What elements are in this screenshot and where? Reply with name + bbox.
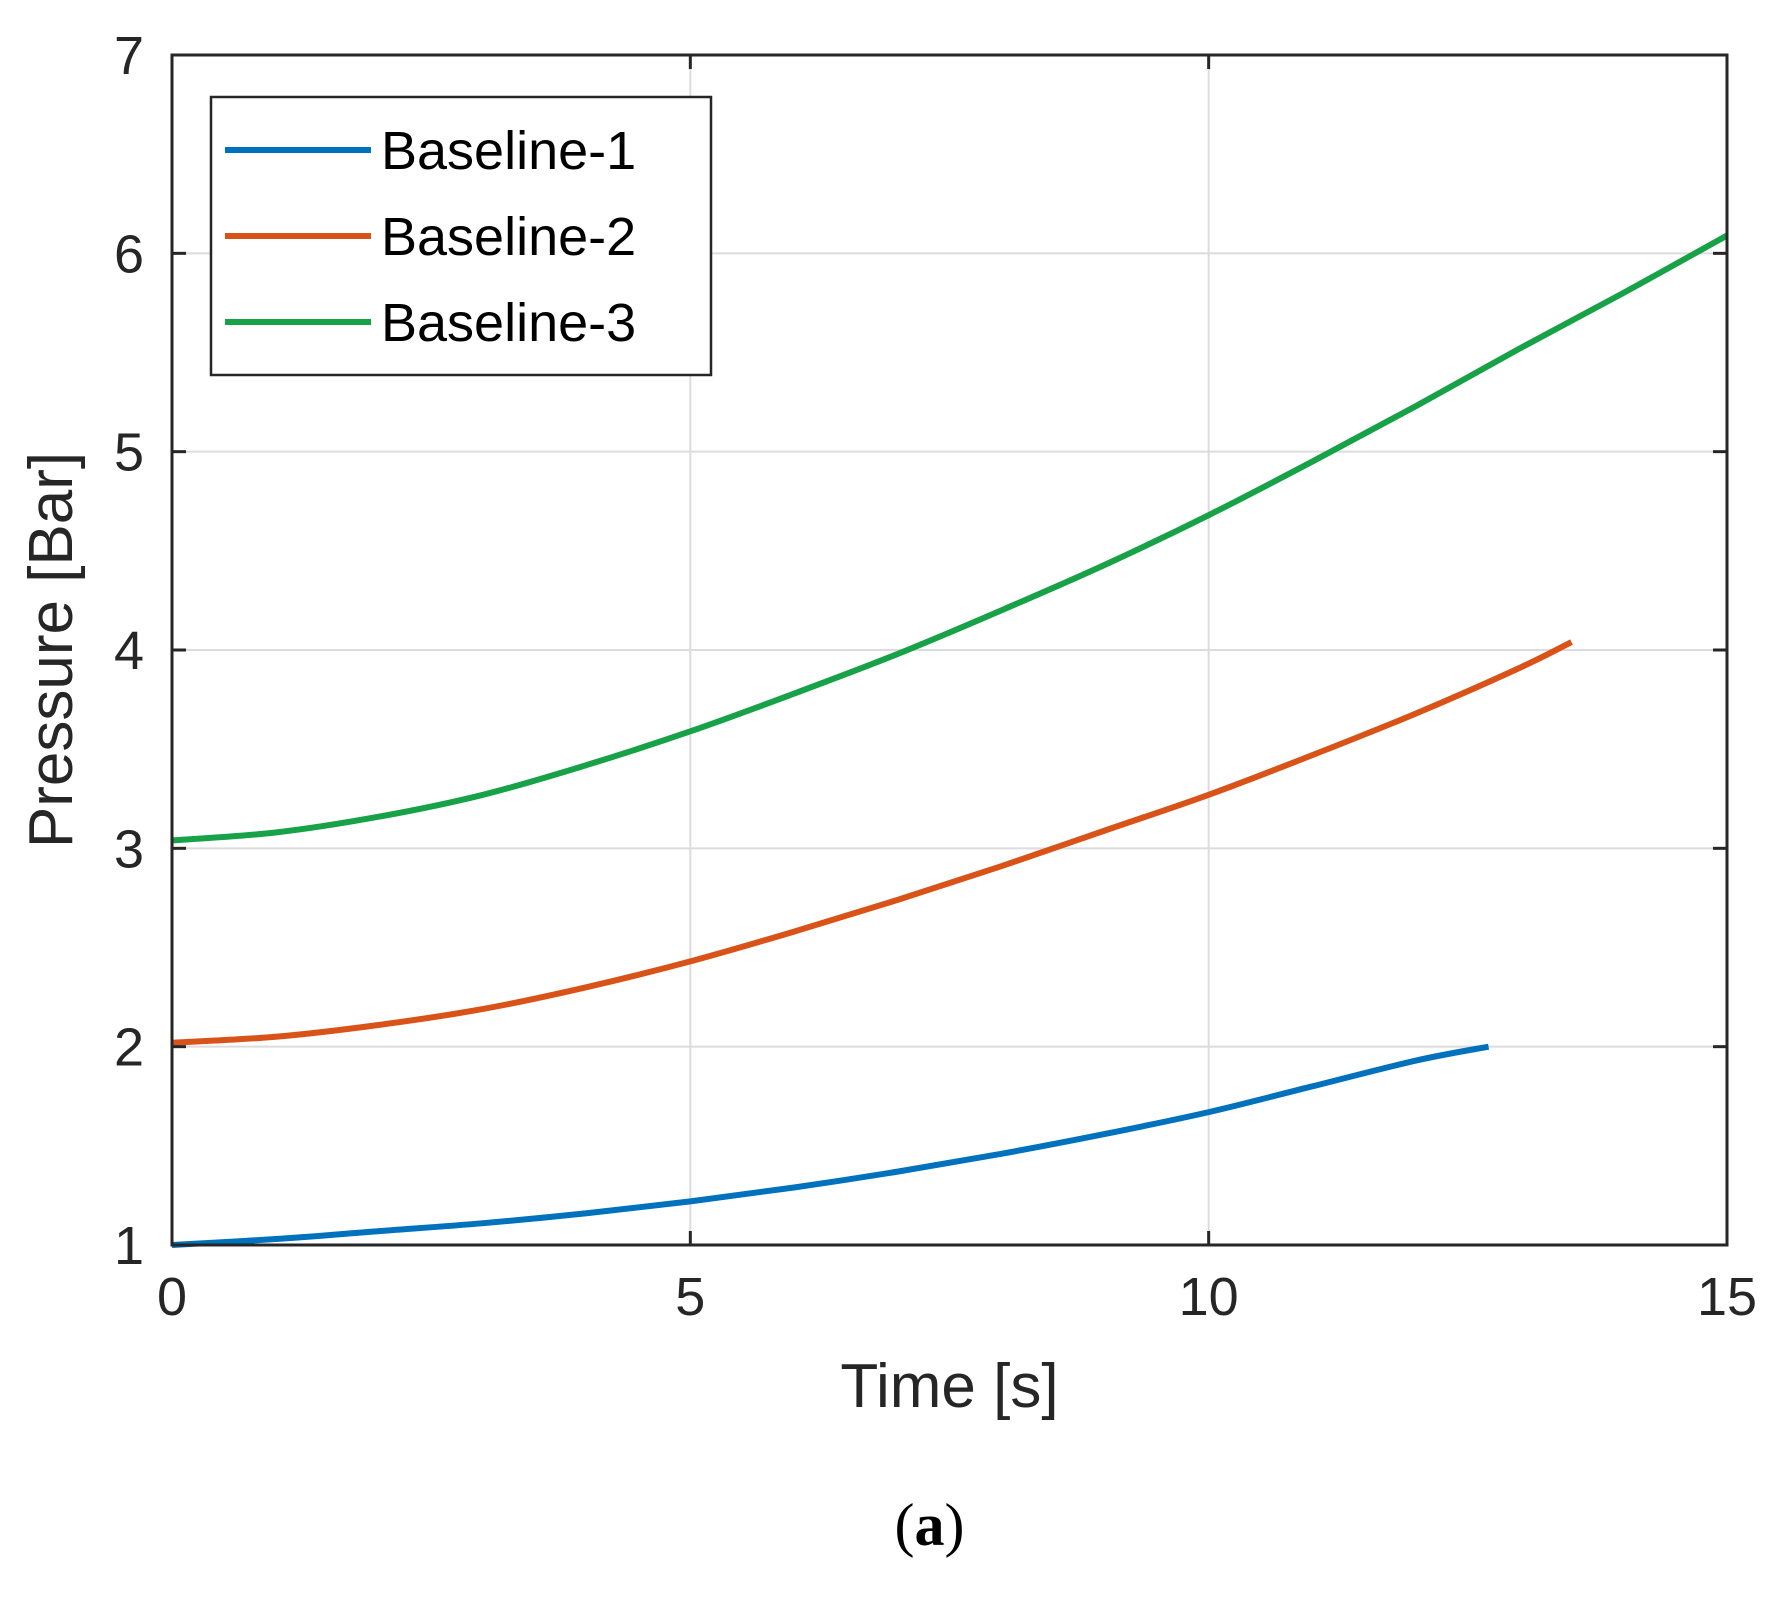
x-tick-label: 5 — [675, 1267, 705, 1327]
y-tick-label: 7 — [114, 26, 144, 86]
x-tick-label: 0 — [157, 1267, 187, 1327]
x-axis-label: Time [s] — [840, 1352, 1058, 1421]
y-tick-label: 6 — [114, 224, 144, 284]
legend: Baseline-1 Baseline-2 Baseline-3 — [209, 95, 713, 377]
caption-close-paren: ) — [945, 1492, 965, 1558]
y-tick-label: 2 — [114, 1018, 144, 1078]
tick-labels: 0 5 10 15 1 2 3 4 5 6 7 — [114, 26, 1757, 1327]
caption-open-paren: ( — [895, 1492, 915, 1558]
data-series — [171, 232, 1729, 1248]
legend-label-baseline-1: Baseline-1 — [381, 121, 636, 181]
series-line-baseline-2 — [171, 639, 1573, 1046]
axis-ticks — [170, 53, 1729, 1247]
x-tick-label: 10 — [1179, 1267, 1239, 1327]
y-tick-label: 5 — [114, 423, 144, 483]
series-line-baseline-1 — [171, 1043, 1490, 1248]
legend-label-baseline-3: Baseline-3 — [381, 293, 636, 353]
y-axis-label: Pressure [Bar] — [17, 452, 86, 848]
y-tick-label: 3 — [114, 819, 144, 879]
series-line-baseline-3 — [171, 232, 1729, 844]
legend-label-baseline-2: Baseline-2 — [381, 207, 636, 267]
x-tick-label: 15 — [1697, 1267, 1757, 1327]
caption-letter: a — [915, 1492, 945, 1558]
y-tick-label: 1 — [114, 1216, 144, 1276]
figure-caption: (a) — [895, 1492, 965, 1558]
y-tick-label: 4 — [114, 621, 144, 681]
